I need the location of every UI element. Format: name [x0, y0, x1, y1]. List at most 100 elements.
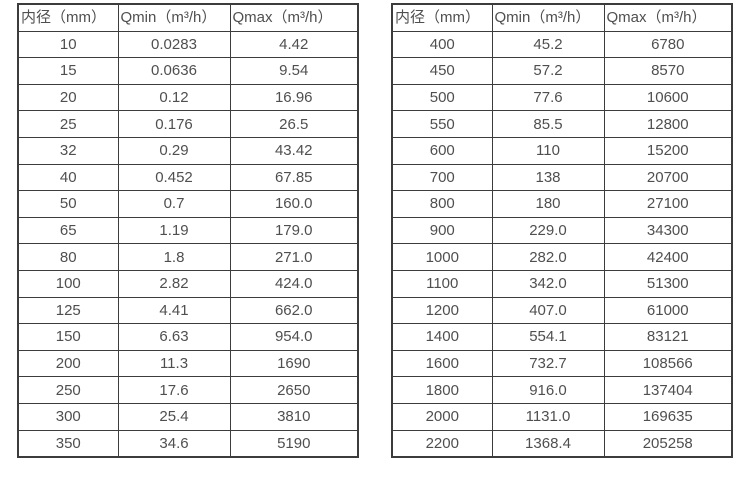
table-row: 40 0.452 67.85: [17, 163, 359, 192]
table-row: 250 17.6 2650: [17, 376, 359, 404]
table-cell: 0.29: [117, 136, 231, 165]
table-cell: 250: [17, 376, 119, 404]
table-cell: 600: [391, 136, 493, 165]
table-cell: 26.5: [229, 110, 359, 138]
flow-table-small-diameters: 内径（mm） Qmin（m³/h） Qmax（m³/h） 10 0.0283 4.42 15…: [17, 3, 359, 459]
table-row: 1200 407.0 61000: [391, 296, 733, 325]
table-cell: 1.19: [117, 216, 231, 245]
table-row: 1000 282.0 42400: [391, 243, 733, 271]
table-cell: 342.0: [491, 269, 605, 298]
table-cell: 61000: [603, 296, 733, 325]
table-cell: 85.5: [491, 110, 605, 138]
table-cell: 1690: [229, 349, 359, 378]
table-cell: 1200: [391, 296, 493, 325]
table-cell: 137404: [603, 376, 733, 404]
table-cell: 43.42: [229, 136, 359, 165]
table-row: 450 57.2 8570: [391, 57, 733, 85]
table-cell: 125: [17, 296, 119, 325]
table-cell: 6.63: [117, 323, 231, 351]
table-cell: 2.82: [117, 269, 231, 298]
table-cell: 732.7: [491, 349, 605, 378]
table-cell: 800: [391, 190, 493, 218]
table-row: 1100 342.0 51300: [391, 269, 733, 298]
table-row: 25 0.176 26.5: [17, 110, 359, 138]
table-cell: 80: [17, 243, 119, 271]
table-cell: 700: [391, 163, 493, 192]
table-cell: 83121: [603, 323, 733, 351]
table-cell: 179.0: [229, 216, 359, 245]
table-cell: 180: [491, 190, 605, 218]
table-cell: 0.0636: [117, 57, 231, 85]
table-row: 800 180 27100: [391, 190, 733, 218]
table-cell: 10600: [603, 83, 733, 112]
column-header: Qmax（m³/h）: [603, 3, 733, 32]
table-row: 600 110 15200: [391, 136, 733, 165]
table-cell: 424.0: [229, 269, 359, 298]
table-cell: 0.12: [117, 83, 231, 112]
table-cell: 271.0: [229, 243, 359, 271]
table-cell: 50: [17, 190, 119, 218]
flow-table-large-diameters: 内径（mm） Qmin（m³/h） Qmax（m³/h） 400 45.2 6780 450…: [391, 3, 733, 459]
table-cell: 40: [17, 163, 119, 192]
table-cell: 42400: [603, 243, 733, 271]
table-cell: 67.85: [229, 163, 359, 192]
table-cell: 27100: [603, 190, 733, 218]
table-cell: 350: [17, 429, 119, 458]
table-cell: 2650: [229, 376, 359, 404]
table-cell: 5190: [229, 429, 359, 458]
table-cell: 662.0: [229, 296, 359, 325]
table-row: 400 45.2 6780: [391, 30, 733, 59]
table-cell: 110: [491, 136, 605, 165]
table-cell: 2200: [391, 429, 493, 458]
table-cell: 300: [17, 402, 119, 431]
table-cell: 1100: [391, 269, 493, 298]
table-cell: 554.1: [491, 323, 605, 351]
table-row: 2000 1131.0 169635: [391, 402, 733, 431]
table-row: 100 2.82 424.0: [17, 269, 359, 298]
table-cell: 51300: [603, 269, 733, 298]
flow-rate-tables-page: 内径（mm） Qmin（m³/h） Qmax（m³/h） 10 0.0283 4.42 15…: [17, 3, 733, 459]
table-cell: 450: [391, 57, 493, 85]
table-cell: 169635: [603, 402, 733, 431]
table-cell: 1800: [391, 376, 493, 404]
table-cell: 205258: [603, 429, 733, 458]
table-cell: 34.6: [117, 429, 231, 458]
table-row: 20 0.12 16.96: [17, 83, 359, 112]
table-cell: 160.0: [229, 190, 359, 218]
table-cell: 10: [17, 30, 119, 59]
table-cell: 400: [391, 30, 493, 59]
table-cell: 4.42: [229, 30, 359, 59]
table-cell: 282.0: [491, 243, 605, 271]
table-cell: 1000: [391, 243, 493, 271]
table-row: 150 6.63 954.0: [17, 323, 359, 351]
table-row: 700 138 20700: [391, 163, 733, 192]
table-cell: 916.0: [491, 376, 605, 404]
table-row: 350 34.6 5190: [17, 429, 359, 458]
table-cell: 138: [491, 163, 605, 192]
table-cell: 77.6: [491, 83, 605, 112]
table-cell: 229.0: [491, 216, 605, 245]
table-cell: 20: [17, 83, 119, 112]
table-cell: 954.0: [229, 323, 359, 351]
table-cell: 34300: [603, 216, 733, 245]
column-header: Qmax（m³/h）: [229, 3, 359, 32]
table-row: 65 1.19 179.0: [17, 216, 359, 245]
table-cell: 1.8: [117, 243, 231, 271]
table-cell: 17.6: [117, 376, 231, 404]
column-header: Qmin（m³/h）: [117, 3, 231, 32]
table-cell: 45.2: [491, 30, 605, 59]
table-cell: 25: [17, 110, 119, 138]
table-cell: 9.54: [229, 57, 359, 85]
table-cell: 4.41: [117, 296, 231, 325]
column-header: Qmin（m³/h）: [491, 3, 605, 32]
table-row: 1600 732.7 108566: [391, 349, 733, 378]
table-row: 900 229.0 34300: [391, 216, 733, 245]
table-cell: 1131.0: [491, 402, 605, 431]
table-cell: 0.7: [117, 190, 231, 218]
table-row: 80 1.8 271.0: [17, 243, 359, 271]
table-cell: 6780: [603, 30, 733, 59]
table-cell: 8570: [603, 57, 733, 85]
table-cell: 0.0283: [117, 30, 231, 59]
table-row: 1800 916.0 137404: [391, 376, 733, 404]
table-cell: 32: [17, 136, 119, 165]
